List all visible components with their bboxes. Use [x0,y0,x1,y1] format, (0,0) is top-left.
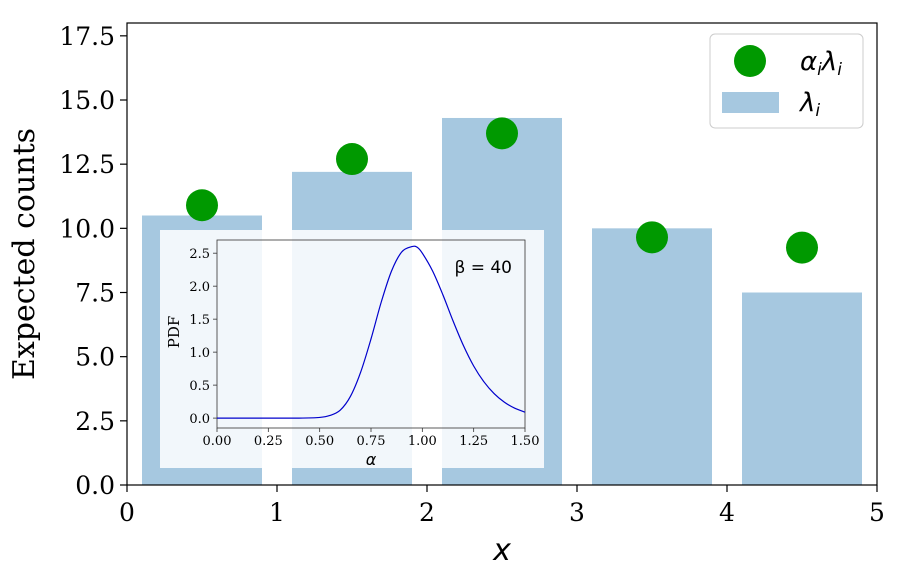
inset-y-tick-label: 2.0 [189,280,210,295]
inset-y-tick-label: 0.0 [189,412,210,427]
inset-y-axis-label: PDF [165,316,183,349]
y-tick-label: 12.5 [59,150,115,179]
scatter-series [186,117,818,264]
y-tick-label: 5.0 [75,343,115,372]
y-tick-label: 2.5 [75,407,115,436]
main-axes-frame [126,22,878,486]
legend-scatter-marker [734,45,766,77]
inset-x-tick-label: 0.50 [305,434,334,449]
inset-y-tick-label: 1.0 [189,346,210,361]
point-4 [636,221,668,254]
bar-4 [592,228,712,486]
inset-pdf-curve [217,245,526,419]
inset-y-tick-label: 1.5 [189,313,210,328]
x-tick-label: 5 [869,498,885,527]
point-5 [786,231,818,264]
legend-bar-swatch [722,92,779,113]
legend: αiλi λi [709,33,864,129]
point-1 [186,189,218,222]
inset-y-tick-label: 2.5 [189,247,210,262]
y-tick-label: 10.0 [59,214,115,243]
main-y-axis-label: Expected counts [7,128,42,380]
inset-pdf-chart: 0.0 0.5 1.0 1.5 2.0 2.5 0.00 0.25 0.50 0.75 1.00 1.… [165,239,540,469]
inset-annotation: β = 40 [454,258,512,278]
inset-x-tick-label: 0.75 [357,434,386,449]
main-x-axis-label: x [492,533,511,568]
inset-x-tick-label: 1.50 [511,434,540,449]
x-tick-label: 3 [569,498,585,527]
inset-x-tick-label: 0.25 [254,434,283,449]
y-tick-label: 7.5 [75,279,115,308]
x-tick-label: 1 [269,498,285,527]
legend-bar-label: λi [798,88,820,121]
point-3 [486,117,518,150]
bar-5 [742,292,862,485]
y-tick-label: 15.0 [59,86,115,115]
inset-x-tick-label: 1.00 [408,434,437,449]
main-y-axis: 0.0 2.5 5.0 7.5 10.0 12.5 15.0 17.5 [59,22,127,500]
legend-box [709,33,864,129]
x-tick-label: 0 [119,498,135,527]
inset-x-tick-label: 1.25 [459,434,488,449]
legend-scatter-label: αiλi [800,47,842,80]
point-2 [336,143,368,176]
x-tick-label: 2 [419,498,435,527]
main-x-axis: 0 1 2 3 4 5 [119,485,885,527]
inset-y-tick-label: 0.5 [189,379,210,394]
y-tick-label: 17.5 [59,22,115,51]
x-tick-label: 4 [719,498,735,527]
inset-x-axis-label: α [366,450,377,469]
inset-x-tick-label: 0.00 [203,434,232,449]
y-tick-label: 0.0 [75,471,115,500]
